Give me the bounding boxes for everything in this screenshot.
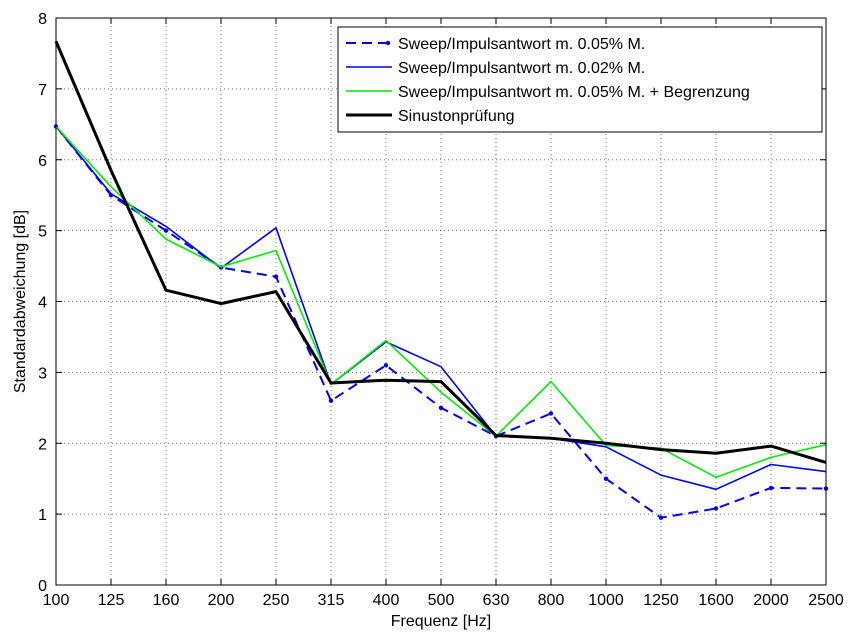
y-tick-label: 8 [38,11,47,28]
data-point [328,398,334,403]
legend-marker [385,40,391,46]
series-layer [53,40,829,520]
series-line-2 [55,125,827,491]
x-axis-title: Frequenz [Hz] [391,613,491,630]
legend-label: Sinustonprüfung [398,108,515,125]
x-tick-label: 160 [153,592,180,609]
series-line-4 [54,40,827,464]
y-tick-label: 3 [38,365,47,382]
axis-ticks: 100 125 160 200 250 315 400 500 630 800 1000 1250 16… [38,11,844,609]
y-tick-label: 2 [38,436,47,453]
x-tick-label: 800 [538,592,565,609]
y-tick-label: 0 [38,578,47,595]
y-tick-label: 1 [38,507,47,524]
y-tick-label: 5 [38,224,47,241]
legend: Sweep/Impulsantwort m. 0.05% M. Sweep/Imp… [337,26,823,133]
data-point [548,411,554,416]
data-point [768,485,774,491]
x-tick-label: 100 [43,592,70,609]
data-point [163,228,169,233]
legend-box [337,26,823,133]
data-point [438,405,444,411]
legend-label: Sweep/Impulsantwort m. 0.05% M. + Begren… [398,84,750,101]
legend-label: Sweep/Impulsantwort m. 0.05% M. [398,36,645,53]
x-tick-label: 200 [208,592,235,609]
x-tick-label: 315 [318,592,345,609]
y-tick-label: 6 [38,153,47,170]
y-tick-label: 4 [38,295,47,312]
data-point [383,363,389,368]
series-line-3 [55,125,827,479]
x-tick-label: 400 [373,592,400,609]
data-point [273,274,279,279]
x-tick-label: 2500 [808,592,844,609]
legend-label: Sweep/Impulsantwort m. 0.02% M. [398,60,645,77]
data-point [713,506,719,511]
data-point [658,515,664,520]
x-tick-label: 250 [263,592,290,609]
x-tick-label: 630 [483,592,510,609]
y-axis-title: Standardabweichung [dB] [12,210,29,393]
x-tick-label: 125 [98,592,125,609]
grid [56,18,826,585]
x-tick-label: 1600 [698,592,734,609]
y-tick-label: 7 [38,82,47,99]
x-tick-label: 1250 [643,592,679,609]
x-tick-label: 2000 [753,592,789,609]
data-point [603,476,609,481]
x-tick-label: 500 [428,592,455,609]
x-tick-label: 1000 [588,592,624,609]
